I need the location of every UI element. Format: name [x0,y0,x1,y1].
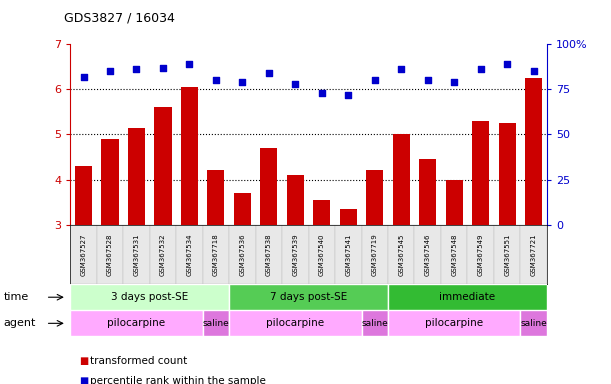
Bar [313,200,331,225]
Bar [419,159,436,225]
Text: pilocarpine: pilocarpine [425,318,483,328]
Point [397,66,406,73]
Point [131,66,141,73]
Text: GSM367531: GSM367531 [133,233,139,276]
Text: GSM367538: GSM367538 [266,233,272,276]
Bar [229,310,362,336]
Bar [521,310,547,336]
Text: GSM367721: GSM367721 [530,233,536,276]
Text: 7 days post-SE: 7 days post-SE [270,292,347,302]
Bar [229,284,388,310]
Text: GSM367540: GSM367540 [319,233,325,276]
Bar [388,284,547,310]
Point [290,81,300,87]
Point [343,92,353,98]
Bar [499,123,516,225]
Bar [181,87,198,225]
Bar [229,225,255,284]
Bar [70,310,203,336]
Text: pilocarpine: pilocarpine [108,318,166,328]
Point [449,79,459,85]
Bar [494,225,521,284]
Bar [128,127,145,225]
Text: GSM367539: GSM367539 [292,233,298,276]
Point [158,65,168,71]
Text: saline: saline [361,319,388,328]
Text: GSM367527: GSM367527 [81,233,87,276]
Text: GSM367551: GSM367551 [504,233,510,276]
Text: transformed count: transformed count [90,356,187,366]
Text: GSM367545: GSM367545 [398,233,404,276]
Bar [467,225,494,284]
Bar [75,166,92,225]
Bar [255,225,282,284]
Text: GSM367528: GSM367528 [107,233,113,276]
Bar [366,170,383,225]
Bar [234,193,251,225]
Point [211,77,221,83]
Point [105,68,115,74]
Text: immediate: immediate [439,292,496,302]
Bar [388,225,414,284]
Bar [150,225,176,284]
Point [185,61,194,67]
Bar [388,310,521,336]
Text: GSM367532: GSM367532 [160,233,166,276]
Bar [362,225,388,284]
Bar [441,225,467,284]
Text: GSM367549: GSM367549 [478,233,484,276]
Bar [97,225,123,284]
Bar [123,225,150,284]
Bar [445,180,463,225]
Bar [203,310,229,336]
Text: GDS3827 / 16034: GDS3827 / 16034 [64,12,175,25]
Bar [414,225,441,284]
Bar [335,225,362,284]
Text: GSM367548: GSM367548 [451,233,457,276]
Bar [155,108,172,225]
Text: time: time [4,292,29,302]
Text: saline: saline [520,319,547,328]
Text: agent: agent [4,318,36,328]
Bar [393,134,410,225]
Point [264,70,274,76]
Text: percentile rank within the sample: percentile rank within the sample [90,376,266,384]
Bar [340,209,357,225]
Bar [521,225,547,284]
Text: GSM367534: GSM367534 [186,233,192,276]
Bar [472,121,489,225]
Text: ■: ■ [79,356,89,366]
Bar [101,139,119,225]
Point [238,79,247,85]
Point [79,74,89,80]
Text: GSM367719: GSM367719 [371,233,378,276]
Point [529,68,538,74]
Bar [287,175,304,225]
Bar [362,310,388,336]
Bar [70,225,97,284]
Bar [70,284,229,310]
Bar [176,225,203,284]
Bar [207,170,224,225]
Bar [309,225,335,284]
Bar [282,225,309,284]
Point [423,77,433,83]
Text: GSM367541: GSM367541 [345,233,351,276]
Text: pilocarpine: pilocarpine [266,318,324,328]
Text: GSM367546: GSM367546 [425,233,431,276]
Point [317,90,327,96]
Point [370,77,379,83]
Bar [203,225,229,284]
Point [502,61,512,67]
Text: GSM367536: GSM367536 [240,233,246,276]
Bar [525,78,542,225]
Text: GSM367718: GSM367718 [213,233,219,276]
Text: ■: ■ [79,376,89,384]
Point [476,66,486,73]
Bar [260,148,277,225]
Text: 3 days post-SE: 3 days post-SE [111,292,188,302]
Text: saline: saline [202,319,229,328]
